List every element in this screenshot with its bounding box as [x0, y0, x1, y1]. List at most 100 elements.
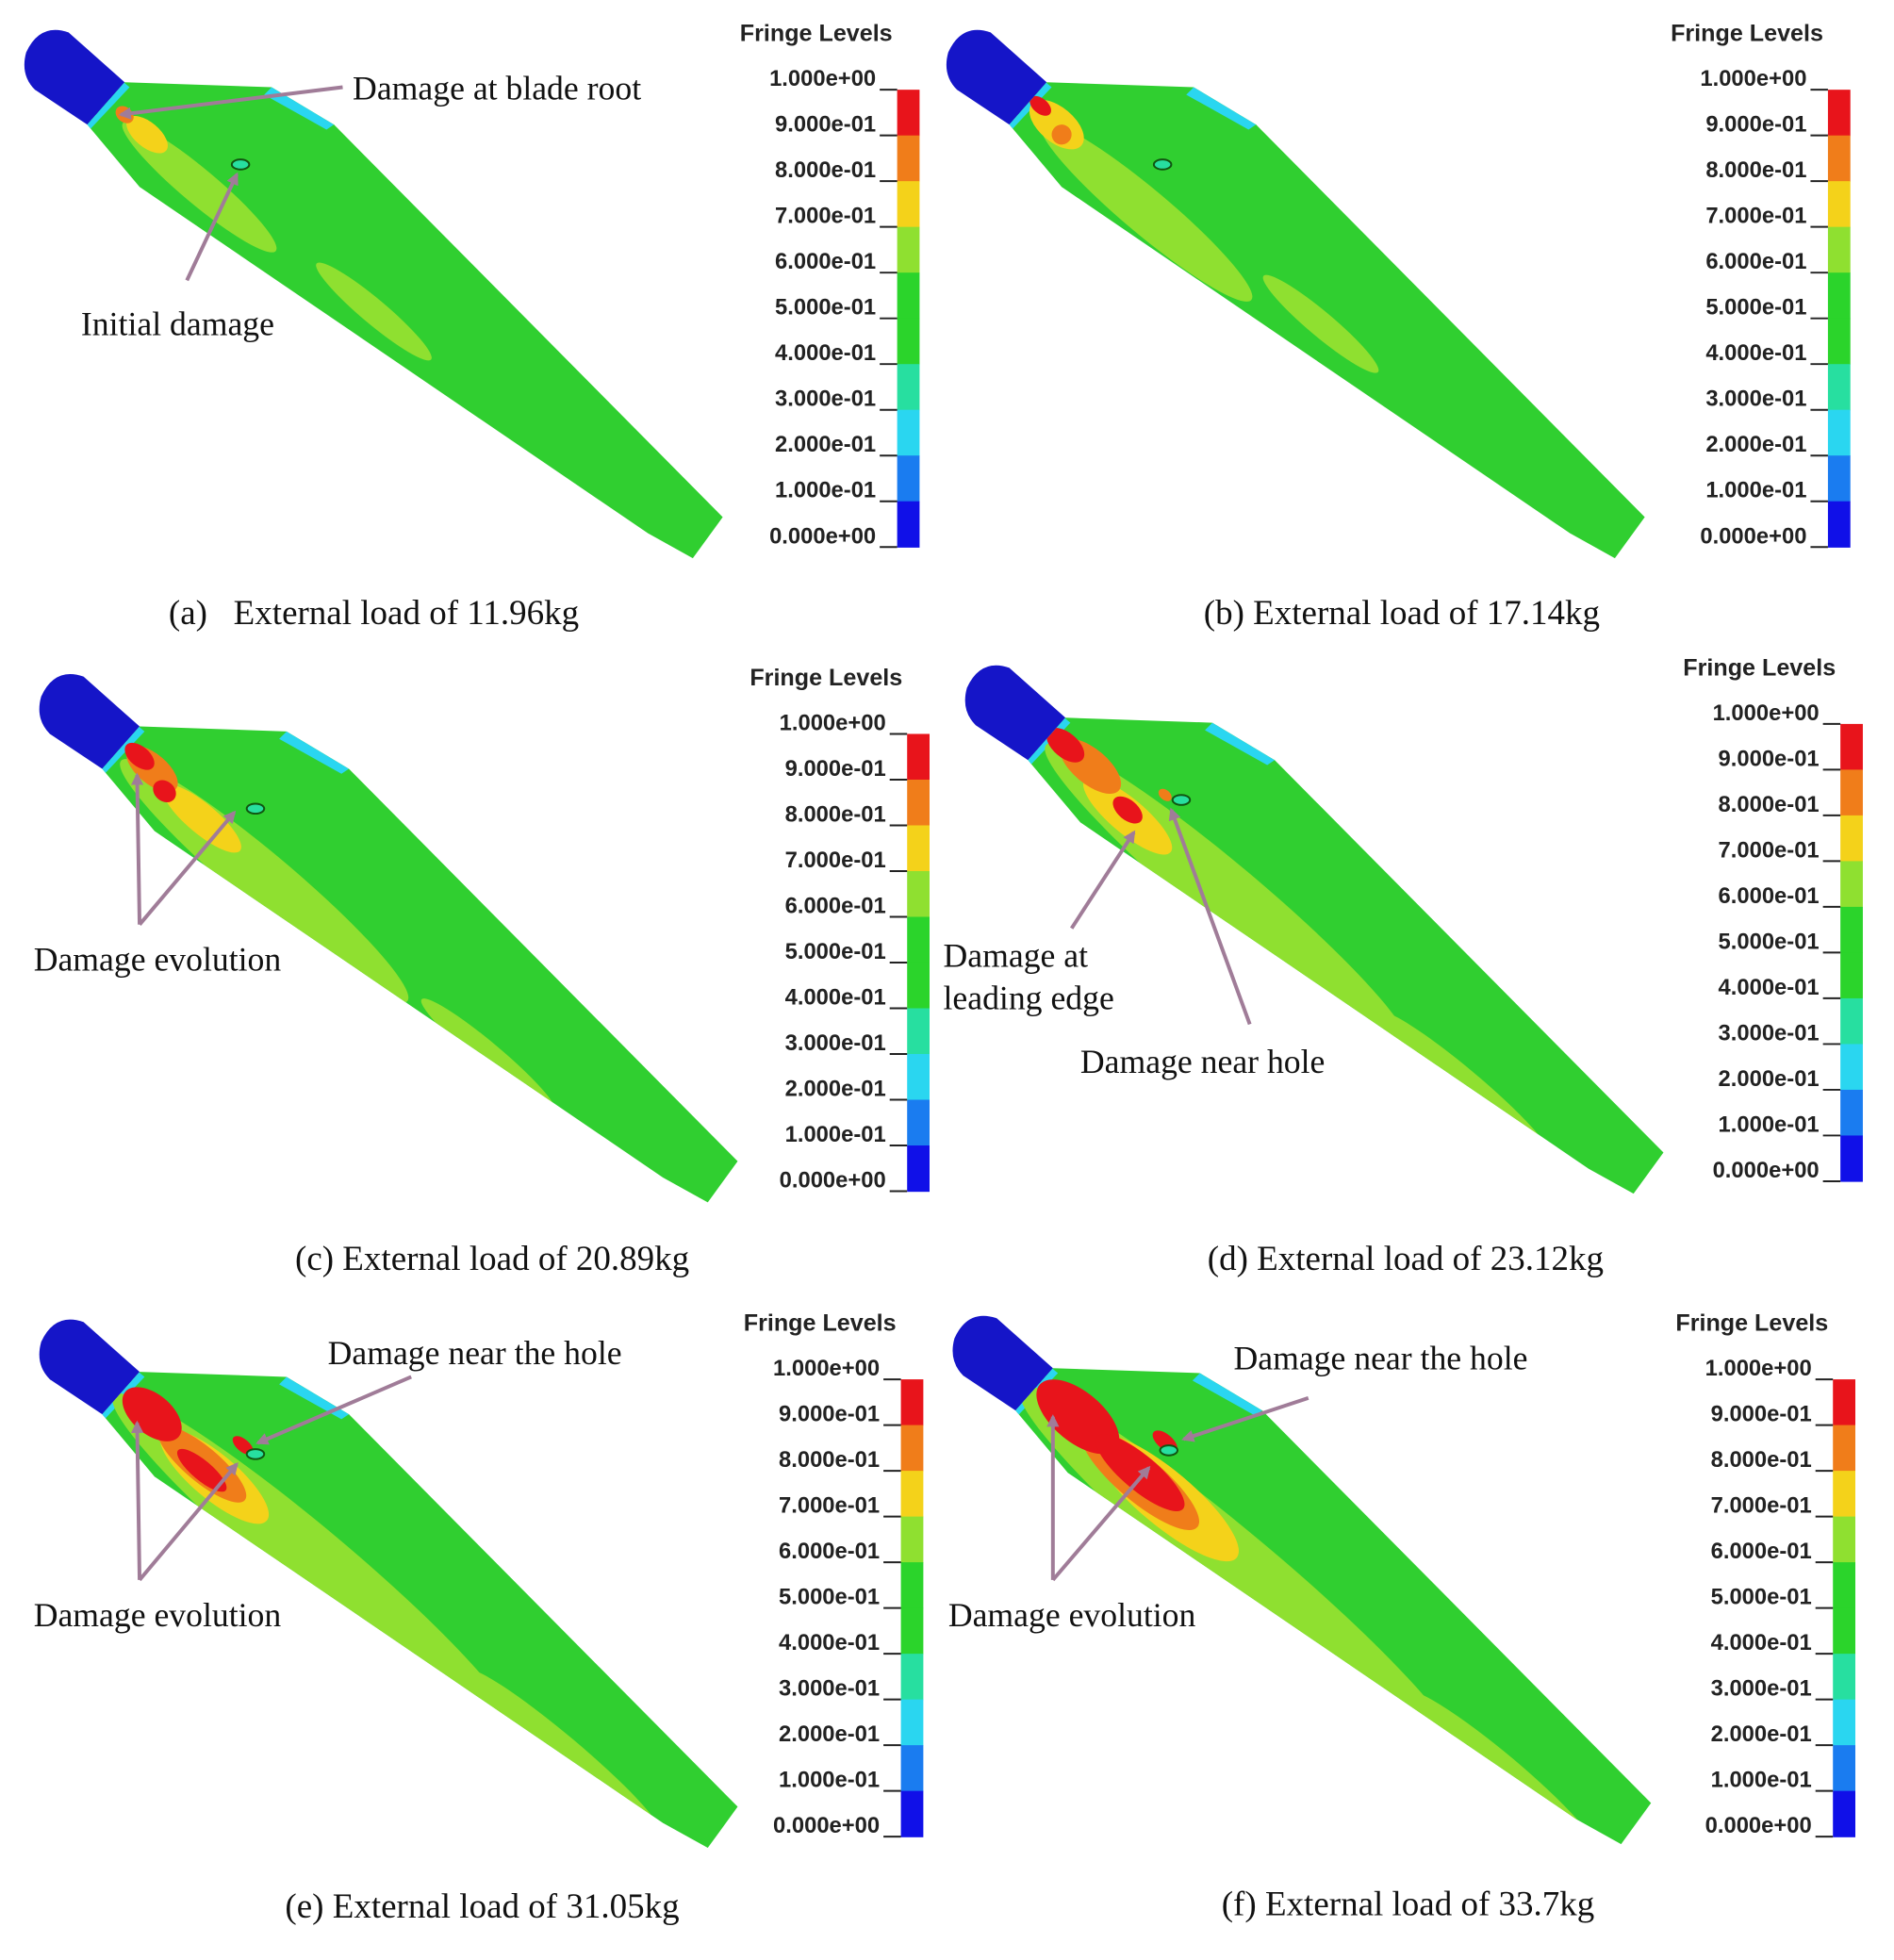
legend-title: Fringe Levels [744, 1310, 897, 1337]
legend-band [1840, 1135, 1863, 1182]
legend-level: 6.000e-01 [785, 894, 886, 919]
legend-band [1833, 1790, 1856, 1837]
damage-region [1112, 796, 1143, 824]
caption: (c) External load of 20.89kg [295, 1240, 689, 1278]
legend-level: 9.000e-01 [785, 756, 886, 782]
leading-edge [1205, 722, 1276, 766]
annotation: leading edge [944, 980, 1114, 1017]
legend-title: Fringe Levels [1683, 654, 1836, 681]
legend-level: 6.000e-01 [1711, 1539, 1812, 1564]
legend-level: 4.000e-01 [1719, 975, 1820, 1000]
panel: Fringe Levels 1.000e+00 9.000e-01 8.000e-01… [24, 21, 920, 633]
annotation-arrow [118, 85, 343, 120]
legend-level: 1.000e+00 [769, 66, 876, 91]
legend-level: 6.000e-01 [779, 1539, 880, 1564]
legend-band [1827, 226, 1851, 273]
legend-band [1827, 501, 1851, 548]
legend-band [1827, 90, 1851, 137]
legend-level: 3.000e-01 [1711, 1676, 1812, 1702]
legend-title: Fringe Levels [749, 665, 902, 691]
legend-level: 2.000e-01 [785, 1077, 886, 1102]
legend-level: 4.000e-01 [775, 340, 876, 366]
legend-level: 0.000e+00 [1700, 523, 1806, 549]
legend-level: 3.000e-01 [779, 1676, 880, 1702]
legend-band [1840, 815, 1863, 863]
legend-level: 5.000e-01 [779, 1585, 880, 1610]
annotation: Damage near the hole [1233, 1340, 1527, 1377]
blade-root [964, 665, 1066, 761]
blade-root [952, 1315, 1053, 1411]
legend-level: 4.000e-01 [785, 985, 886, 1011]
legend-level: 4.000e-01 [1711, 1630, 1812, 1655]
legend-band [1840, 997, 1863, 1046]
legend-band [900, 1790, 924, 1837]
legend-band [900, 1745, 924, 1792]
legend-band [897, 501, 920, 548]
legend-band [897, 135, 920, 182]
legend-level: 1.000e-01 [785, 1122, 886, 1147]
damage-region [122, 121, 277, 253]
panel: Fringe Levels 1.000e+00 9.000e-01 8.000e-01… [944, 654, 1863, 1278]
legend-band [1833, 1379, 1856, 1426]
legend-level: 3.000e-01 [1719, 1020, 1820, 1046]
legend-band [900, 1379, 924, 1426]
legend-level: 2.000e-01 [779, 1721, 880, 1747]
damage-region [232, 1436, 254, 1456]
damage-region [176, 1448, 227, 1492]
legend-level: 1.000e+00 [773, 1356, 880, 1381]
legend-level: 8.000e-01 [785, 802, 886, 828]
legend-band [1833, 1654, 1856, 1701]
legend-level: 5.000e-01 [1711, 1585, 1812, 1610]
annotation-arrow [1168, 807, 1252, 1026]
legend: Fringe Levels 1.000e+00 9.000e-01 8.000e-01… [1671, 21, 1851, 549]
legend-band [907, 1008, 930, 1055]
annotation-arrow [130, 772, 144, 925]
legend-level: 6.000e-01 [1719, 883, 1820, 909]
legend-level: 3.000e-01 [1705, 387, 1806, 412]
legend-level: 8.000e-01 [1711, 1447, 1812, 1473]
legend-band [907, 779, 930, 827]
legend-level: 0.000e+00 [773, 1813, 880, 1838]
legend-level: 7.000e-01 [775, 204, 876, 229]
legend-band [1840, 723, 1863, 771]
damage-region [1036, 1379, 1120, 1455]
legend-level: 0.000e+00 [1705, 1813, 1812, 1838]
legend-level: 0.000e+00 [769, 523, 876, 549]
legend: Fringe Levels 1.000e+00 9.000e-01 8.000e-01… [740, 21, 920, 549]
legend-level: 1.000e-01 [1711, 1768, 1812, 1793]
legend-level: 1.000e-01 [1705, 478, 1806, 503]
legend-band [900, 1471, 924, 1518]
legend-band [907, 1145, 930, 1193]
blade [964, 665, 1664, 1194]
annotation: Initial damage [81, 305, 274, 343]
hole [1171, 794, 1192, 806]
hole [230, 158, 251, 171]
legend-band [907, 733, 930, 781]
legend-level: 9.000e-01 [775, 112, 876, 138]
legend-band [1827, 181, 1851, 228]
legend-level: 1.000e+00 [1713, 700, 1820, 726]
legend-band [897, 409, 920, 456]
legend-band [1840, 861, 1863, 908]
annotation: Damage at blade root [353, 70, 641, 107]
legend-title: Fringe Levels [740, 21, 893, 47]
legend-band [897, 181, 920, 228]
leading-edge [1186, 87, 1257, 130]
damage-region [1046, 728, 1085, 763]
leading-edge [264, 87, 335, 130]
damage-region [124, 742, 155, 770]
legend-level: 2.000e-01 [1711, 1721, 1812, 1747]
legend-title: Fringe Levels [1675, 1310, 1828, 1337]
legend-level: 9.000e-01 [1719, 746, 1820, 771]
legend-band [1827, 272, 1851, 320]
legend-band [1840, 1044, 1863, 1091]
legend-band [900, 1607, 924, 1655]
legend-band [900, 1425, 924, 1472]
annotation-arrow [1051, 1465, 1151, 1582]
legend-band [900, 1562, 924, 1609]
legend-level: 9.000e-01 [779, 1402, 880, 1427]
legend-band [900, 1654, 924, 1701]
damage-region [153, 780, 176, 803]
